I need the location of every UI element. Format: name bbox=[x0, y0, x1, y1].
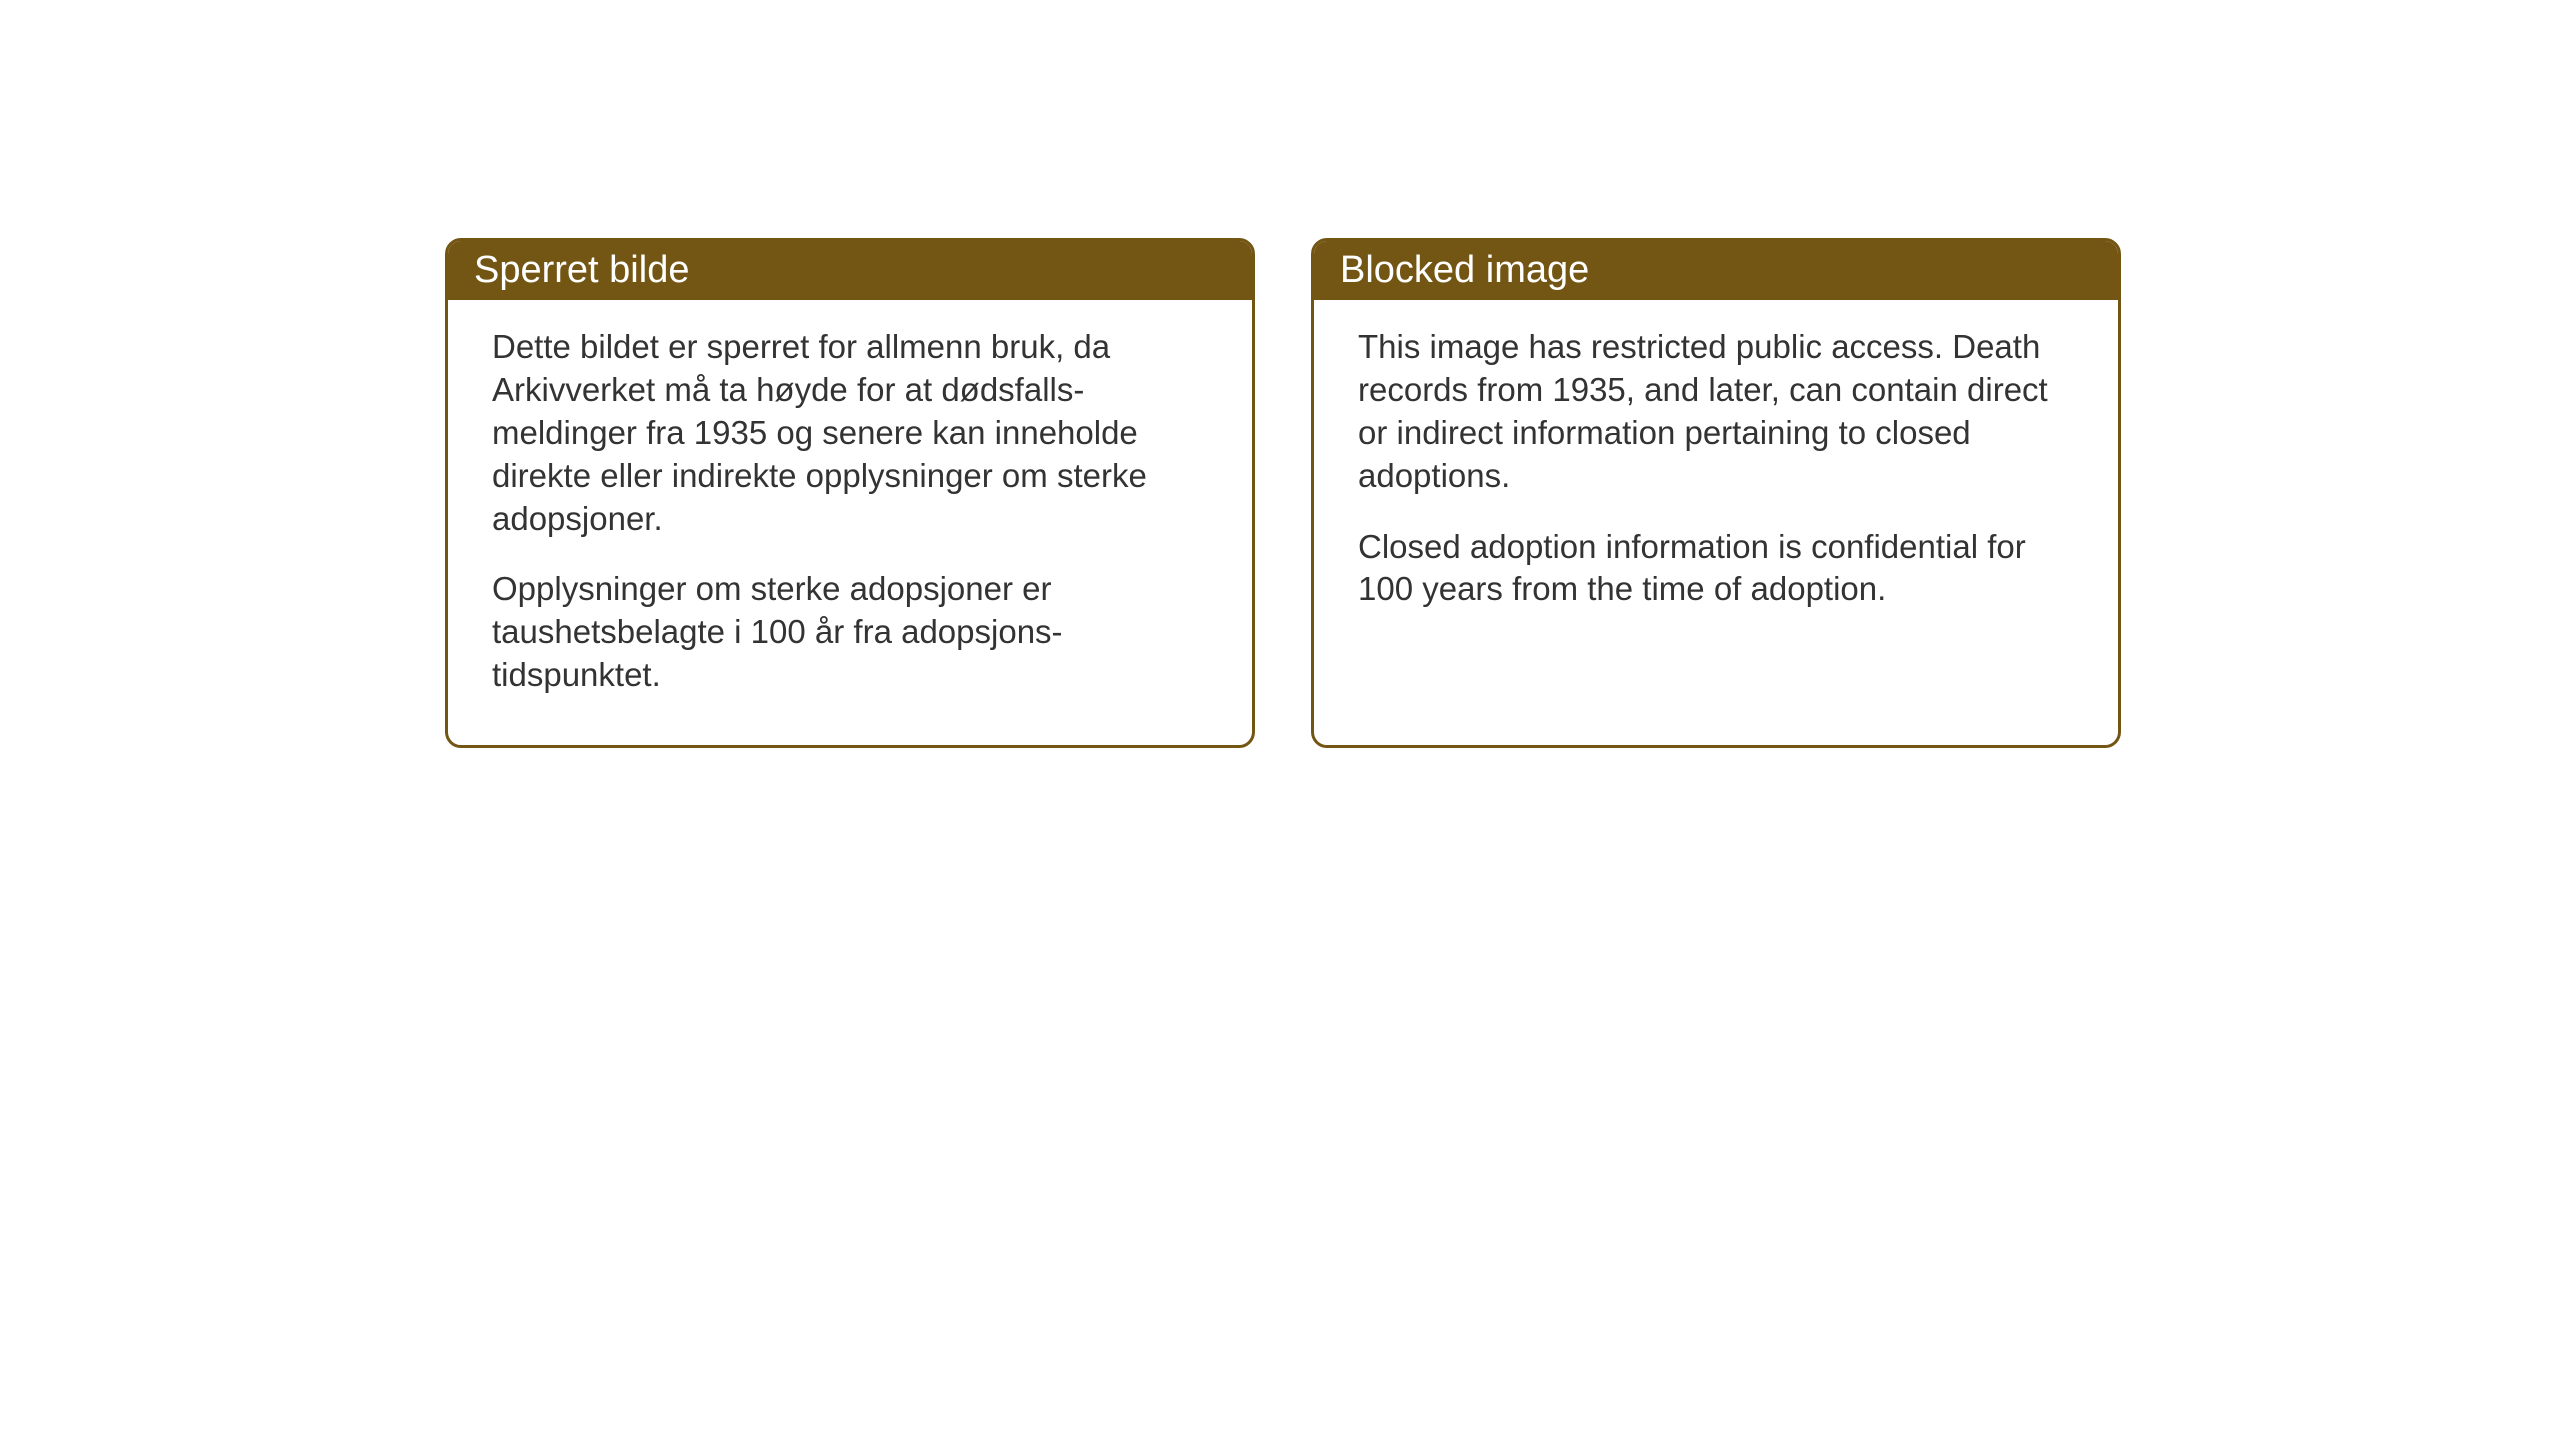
notice-body-norwegian: Dette bildet er sperret for allmenn bruk… bbox=[448, 300, 1252, 737]
notice-title-norwegian: Sperret bilde bbox=[474, 249, 689, 291]
notice-box-norwegian: Sperret bilde Dette bildet er sperret fo… bbox=[445, 238, 1255, 748]
notice-paragraph2-english: Closed adoption information is confident… bbox=[1358, 526, 2074, 612]
notice-paragraph1-norwegian: Dette bildet er sperret for allmenn bruk… bbox=[492, 326, 1208, 540]
notice-paragraph2-norwegian: Opplysninger om sterke adopsjoner er tau… bbox=[492, 568, 1208, 697]
notice-title-english: Blocked image bbox=[1340, 249, 1589, 291]
notice-container: Sperret bilde Dette bildet er sperret fo… bbox=[445, 238, 2121, 748]
notice-body-english: This image has restricted public access.… bbox=[1314, 300, 2118, 651]
notice-paragraph1-english: This image has restricted public access.… bbox=[1358, 326, 2074, 498]
notice-header-norwegian: Sperret bilde bbox=[448, 241, 1252, 300]
notice-box-english: Blocked image This image has restricted … bbox=[1311, 238, 2121, 748]
notice-header-english: Blocked image bbox=[1314, 241, 2118, 300]
